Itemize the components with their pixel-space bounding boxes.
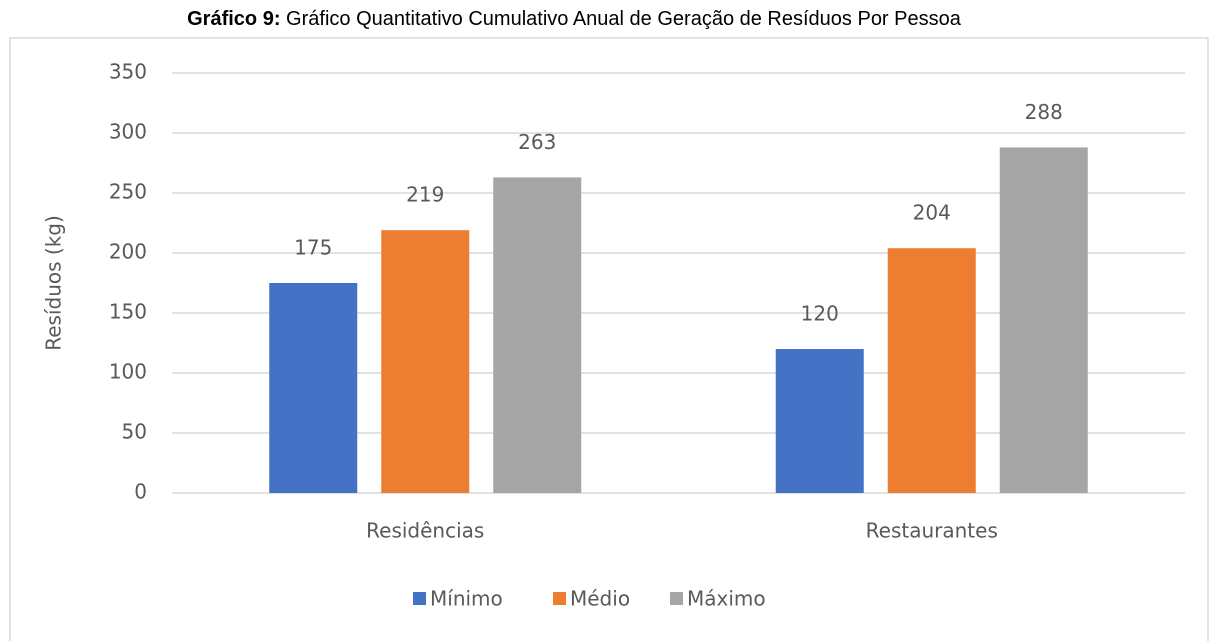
- chart-title: Gráfico 9: Gráfico Quantitativo Cumulati…: [187, 8, 962, 30]
- y-tick-label: 150: [109, 300, 147, 324]
- x-tick-label: Residências: [366, 519, 484, 543]
- data-label: 219: [406, 183, 444, 207]
- bar: [381, 230, 470, 493]
- legend-swatch: [670, 592, 683, 605]
- y-axis-label: Resíduos (kg): [42, 215, 66, 351]
- data-label: 204: [913, 201, 951, 225]
- y-tick-label: 250: [109, 180, 147, 204]
- y-tick-label: 350: [109, 60, 147, 84]
- data-label: 288: [1025, 100, 1063, 124]
- data-label: 263: [518, 130, 556, 154]
- title-text: Gráfico Quantitativo Cumulativo Anual de…: [286, 8, 962, 30]
- y-tick-label: 200: [109, 240, 147, 264]
- legend-swatch: [413, 592, 426, 605]
- bar: [269, 283, 358, 493]
- bar: [775, 349, 864, 493]
- legend-label: Mínimo: [430, 587, 503, 611]
- legend-label: Máximo: [687, 587, 766, 611]
- legend-label: Médio: [570, 587, 630, 611]
- y-tick-label: 0: [134, 480, 147, 504]
- y-tick-label: 100: [109, 360, 147, 384]
- x-tick-label: Restaurantes: [866, 519, 998, 543]
- data-label: 175: [294, 236, 332, 260]
- y-tick-label: 50: [122, 420, 147, 444]
- data-label: 120: [801, 302, 839, 326]
- bar: [493, 177, 582, 493]
- bar: [999, 147, 1088, 493]
- title-prefix: Gráfico 9:: [187, 8, 280, 30]
- bar: [887, 248, 976, 493]
- y-tick-label: 300: [109, 120, 147, 144]
- legend-swatch: [553, 592, 566, 605]
